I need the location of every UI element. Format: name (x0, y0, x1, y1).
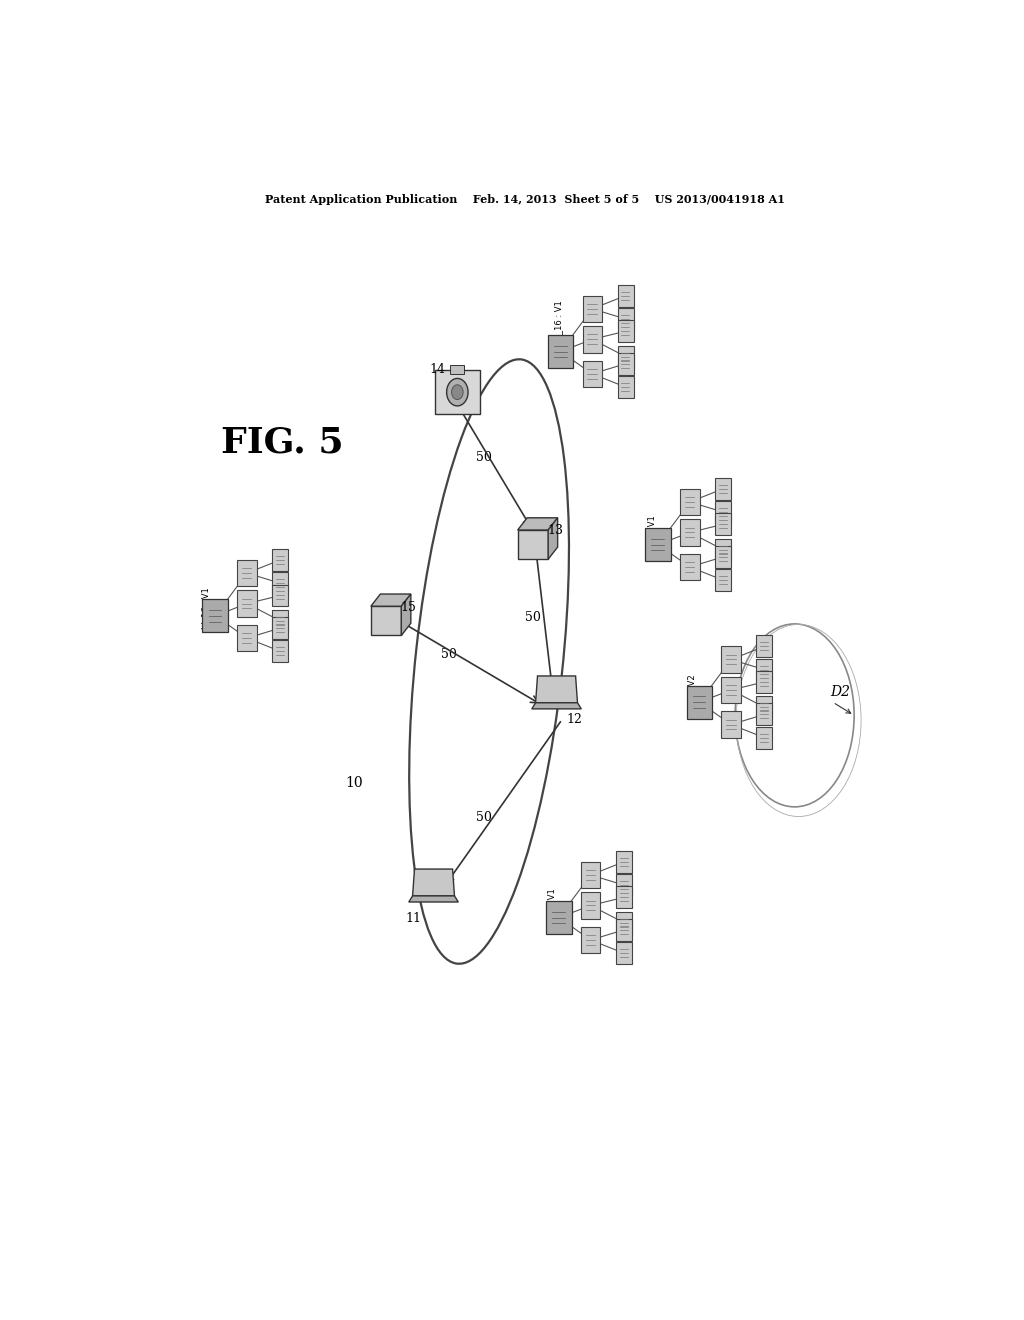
Text: 12: 12 (567, 713, 583, 726)
FancyBboxPatch shape (722, 647, 740, 673)
FancyBboxPatch shape (645, 528, 671, 561)
FancyBboxPatch shape (715, 539, 731, 561)
Text: 10: 10 (345, 776, 362, 791)
FancyBboxPatch shape (757, 697, 772, 718)
Text: 50: 50 (524, 611, 541, 624)
Text: 15: 15 (400, 601, 416, 614)
FancyBboxPatch shape (238, 590, 257, 616)
Text: Id_16 : V1: Id_16 : V1 (547, 888, 556, 931)
FancyBboxPatch shape (757, 704, 772, 725)
FancyBboxPatch shape (617, 352, 634, 375)
FancyBboxPatch shape (435, 371, 479, 414)
Text: D2: D2 (830, 685, 851, 700)
FancyBboxPatch shape (581, 892, 600, 919)
Text: 13: 13 (547, 524, 563, 537)
FancyBboxPatch shape (616, 919, 632, 941)
FancyBboxPatch shape (548, 335, 573, 368)
FancyBboxPatch shape (617, 321, 634, 342)
FancyBboxPatch shape (616, 874, 632, 896)
FancyBboxPatch shape (616, 851, 632, 873)
Text: Id_16 : V1: Id_16 : V1 (202, 587, 210, 628)
Polygon shape (518, 517, 558, 531)
Polygon shape (536, 676, 578, 702)
FancyBboxPatch shape (272, 585, 289, 606)
FancyBboxPatch shape (272, 549, 289, 570)
Text: 50: 50 (441, 648, 458, 661)
FancyBboxPatch shape (715, 569, 731, 591)
Text: Id_16 : V1: Id_16 : V1 (647, 516, 656, 557)
FancyBboxPatch shape (680, 519, 699, 545)
Polygon shape (413, 869, 455, 896)
Circle shape (446, 379, 468, 407)
FancyBboxPatch shape (715, 546, 731, 568)
FancyBboxPatch shape (203, 599, 228, 632)
FancyBboxPatch shape (581, 862, 600, 888)
FancyBboxPatch shape (715, 502, 731, 523)
FancyBboxPatch shape (546, 902, 571, 935)
FancyBboxPatch shape (272, 573, 289, 594)
FancyBboxPatch shape (722, 711, 740, 738)
FancyBboxPatch shape (451, 364, 464, 374)
FancyBboxPatch shape (722, 677, 740, 704)
Text: 14: 14 (429, 363, 445, 376)
FancyBboxPatch shape (757, 635, 772, 657)
FancyBboxPatch shape (715, 513, 731, 535)
Polygon shape (531, 702, 582, 709)
Text: 50: 50 (475, 810, 492, 824)
FancyBboxPatch shape (583, 326, 602, 352)
FancyBboxPatch shape (617, 346, 634, 367)
FancyBboxPatch shape (581, 927, 600, 953)
FancyBboxPatch shape (583, 360, 602, 387)
FancyBboxPatch shape (680, 554, 699, 581)
Polygon shape (371, 594, 411, 606)
Polygon shape (371, 606, 401, 635)
FancyBboxPatch shape (238, 560, 257, 586)
Polygon shape (401, 594, 411, 635)
FancyBboxPatch shape (757, 727, 772, 748)
Text: FIG. 5: FIG. 5 (221, 426, 344, 459)
FancyBboxPatch shape (583, 296, 602, 322)
FancyBboxPatch shape (616, 942, 632, 964)
Polygon shape (409, 896, 459, 902)
FancyBboxPatch shape (616, 912, 632, 933)
Text: Patent Application Publication    Feb. 14, 2013  Sheet 5 of 5    US 2013/0041918: Patent Application Publication Feb. 14, … (265, 194, 784, 205)
FancyBboxPatch shape (715, 478, 731, 500)
FancyBboxPatch shape (686, 685, 713, 718)
Polygon shape (548, 517, 558, 560)
Text: Id_12 : V2: Id_12 : V2 (687, 675, 696, 715)
FancyBboxPatch shape (616, 887, 632, 908)
FancyBboxPatch shape (272, 616, 289, 639)
Text: 11: 11 (406, 912, 422, 925)
Polygon shape (518, 531, 548, 560)
FancyBboxPatch shape (238, 624, 257, 651)
FancyBboxPatch shape (272, 640, 289, 663)
Text: 50: 50 (475, 450, 492, 463)
FancyBboxPatch shape (617, 285, 634, 306)
FancyBboxPatch shape (617, 308, 634, 330)
Text: Id_16 : V1: Id_16 : V1 (554, 300, 563, 342)
FancyBboxPatch shape (272, 610, 289, 632)
Circle shape (452, 384, 463, 400)
FancyBboxPatch shape (757, 659, 772, 681)
FancyBboxPatch shape (757, 671, 772, 693)
FancyBboxPatch shape (680, 488, 699, 515)
FancyBboxPatch shape (617, 376, 634, 399)
